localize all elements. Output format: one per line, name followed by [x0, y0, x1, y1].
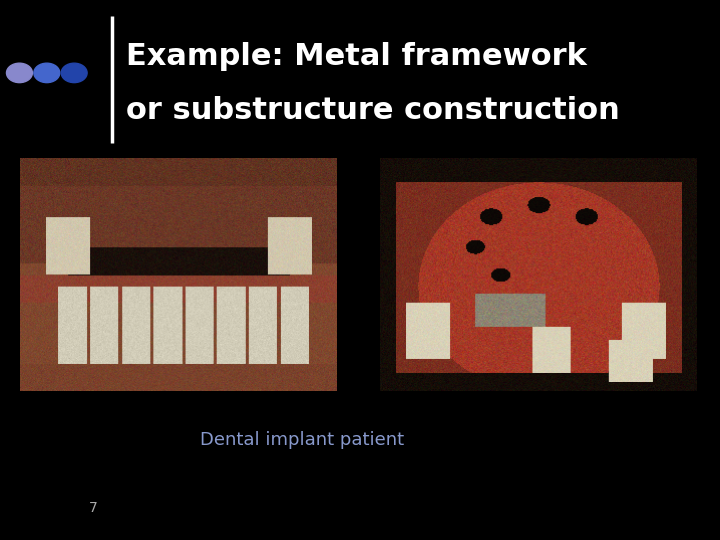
- Circle shape: [34, 63, 60, 83]
- Circle shape: [6, 63, 32, 83]
- Text: Example: Metal framework: Example: Metal framework: [126, 42, 587, 71]
- Text: Dental implant patient: Dental implant patient: [200, 431, 405, 449]
- Text: 7: 7: [89, 501, 98, 515]
- Circle shape: [61, 63, 87, 83]
- Text: or substructure construction: or substructure construction: [126, 96, 620, 125]
